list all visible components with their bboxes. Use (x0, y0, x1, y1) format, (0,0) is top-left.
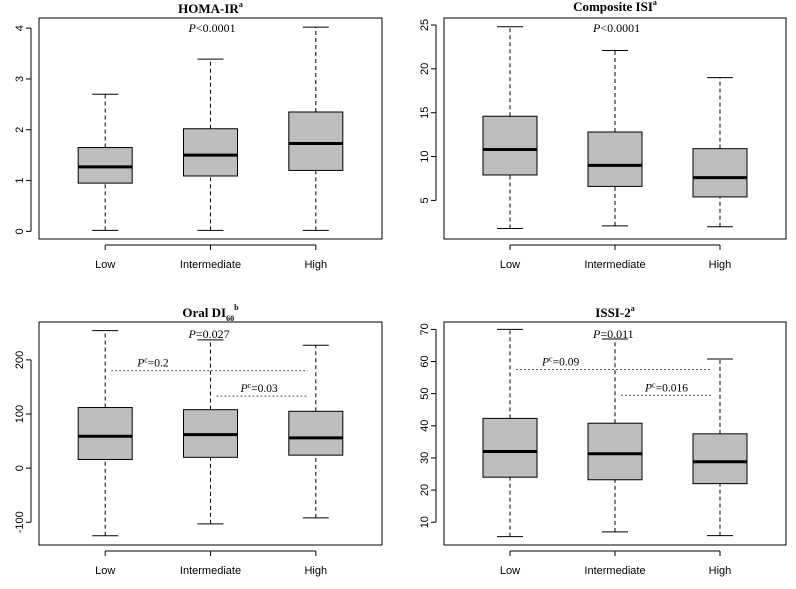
x-tick-label-intermediate: Intermediate (180, 259, 241, 271)
x-tick-label-high: High (709, 565, 732, 577)
x-tick-label-high: High (304, 259, 327, 271)
iqr-box (288, 410, 344, 456)
box-low (482, 26, 538, 229)
panel-title: Composite ISIa (573, 0, 657, 14)
y-tick-label: 200 (14, 351, 26, 369)
iqr-box (288, 111, 344, 171)
box-high (692, 77, 748, 228)
plot-frame (443, 321, 787, 546)
y-tick-label: 0 (14, 465, 26, 471)
x-tick-label-high: High (304, 565, 327, 577)
x-tick-label-low: Low (95, 565, 115, 577)
y-tick-label: 3 (14, 76, 26, 82)
y-tick-label: 40 (419, 420, 431, 432)
y-tick-label: 2 (14, 127, 26, 133)
y-tick-label: 10 (419, 516, 431, 528)
x-tick-label-high: High (709, 259, 732, 271)
y-tick-label: 4 (14, 25, 26, 31)
plot-frame (443, 17, 787, 240)
panel-4: ISSI-2a P=0.011 10 20 30 40 50 60 70 Low Intermedi… (419, 304, 787, 577)
comparison-label-1: Pc=0.09 (541, 355, 579, 369)
iqr-box (587, 422, 643, 481)
comparison-label-1: Pc=0.2 (136, 356, 169, 370)
y-tick-label: 20 (419, 484, 431, 496)
box-intermediate (587, 49, 643, 227)
iqr-box (587, 131, 643, 187)
y-tick-label: 15 (419, 107, 431, 119)
panel-1: HOMA-IRa P<0.0001 0 1 2 3 4 Low Intermediate High (14, 0, 383, 271)
box-high (692, 358, 748, 537)
y-tick-label: 10 (419, 150, 431, 162)
iqr-box (692, 433, 748, 485)
comparison-label-2: Pc=0.016 (644, 380, 688, 394)
y-tick-label: 60 (419, 355, 431, 367)
panel-title: Oral DI60b (182, 303, 239, 323)
x-tick-label-low: Low (95, 259, 115, 271)
y-tick-label: 100 (14, 405, 26, 423)
box-low (77, 330, 133, 537)
panel-3: Oral DI60b P=0.027 -100 0 100 200 Low Intermedi… (14, 303, 383, 577)
y-tick-label: -100 (14, 511, 26, 533)
p-value-label: P<0.0001 (592, 21, 640, 35)
y-tick-label: 70 (419, 323, 431, 335)
iqr-box (692, 148, 748, 198)
panel-title: ISSI-2a (595, 304, 634, 320)
panel-2: Composite ISIa P<0.0001 5 10 15 20 25 Low Interm… (419, 0, 787, 271)
y-tick-label: 25 (419, 19, 431, 31)
x-tick-label-intermediate: Intermediate (584, 565, 645, 577)
p-value-label: P<0.0001 (188, 21, 236, 35)
p-value-label: P=0.027 (188, 327, 230, 341)
x-tick-label-intermediate: Intermediate (180, 565, 241, 577)
box-high (288, 26, 344, 231)
y-tick-label: 1 (14, 178, 26, 184)
y-tick-label: 20 (419, 63, 431, 75)
y-tick-label: 5 (419, 197, 431, 203)
p-value-label: P=0.011 (592, 327, 634, 341)
iqr-box (482, 417, 538, 478)
panel-title: HOMA-IRa (178, 0, 243, 16)
box-intermediate (183, 339, 238, 525)
y-tick-label: 0 (14, 228, 26, 234)
y-tick-label: 30 (419, 452, 431, 464)
x-tick-label-low: Low (500, 565, 520, 577)
plot-frame (38, 321, 383, 546)
plot-frame (38, 17, 383, 240)
box-intermediate (183, 58, 238, 231)
box-intermediate (587, 338, 643, 533)
iqr-box (183, 128, 238, 177)
box-low (482, 328, 538, 538)
iqr-box (77, 407, 133, 460)
iqr-box (482, 115, 538, 176)
comparison-label-2: Pc=0.03 (240, 381, 278, 395)
box-high (288, 344, 344, 519)
iqr-box (77, 147, 133, 184)
box-low (77, 93, 133, 231)
x-tick-label-intermediate: Intermediate (584, 259, 645, 271)
y-tick-label: 50 (419, 388, 431, 400)
x-tick-label-low: Low (500, 259, 520, 271)
